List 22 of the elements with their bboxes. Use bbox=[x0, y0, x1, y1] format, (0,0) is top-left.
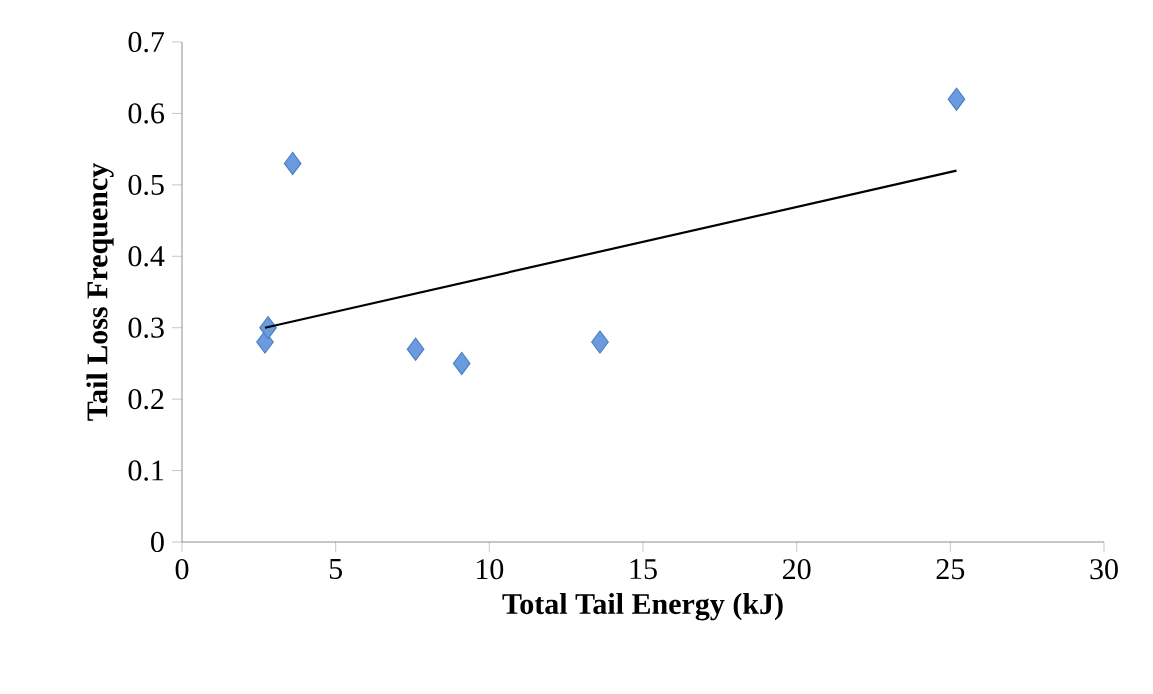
y-tick-label: 0.2 bbox=[128, 388, 164, 410]
y-tick-label: 0.6 bbox=[128, 103, 165, 124]
x-tick-label: 30 bbox=[1090, 559, 1118, 580]
x-tick-label: 15 bbox=[630, 559, 657, 580]
point bbox=[406, 337, 425, 361]
point bbox=[452, 351, 471, 376]
y-tick-label: 0.7 bbox=[128, 31, 165, 53]
y-axis-title: Tail Loss Frequency bbox=[86, 163, 114, 421]
y-tick-label: 0.5 bbox=[128, 174, 164, 196]
x-tick-label: 10 bbox=[476, 559, 504, 580]
y-tick-label: 0.4 bbox=[128, 246, 165, 267]
x-tick-label: 0 bbox=[175, 559, 189, 580]
x-tick-label: 25 bbox=[936, 559, 965, 580]
x-axis-title: Total Tail Energy (kJ) bbox=[502, 593, 783, 621]
point bbox=[591, 330, 609, 354]
x-tick-label: 5 bbox=[329, 559, 342, 579]
x-tick-label: 20 bbox=[782, 559, 811, 580]
y-tick-label: 0.3 bbox=[128, 317, 164, 338]
y-tick-label: 0 bbox=[151, 531, 164, 553]
point bbox=[947, 87, 966, 111]
y-tick-label: 0.1 bbox=[128, 460, 164, 481]
point bbox=[283, 151, 302, 176]
